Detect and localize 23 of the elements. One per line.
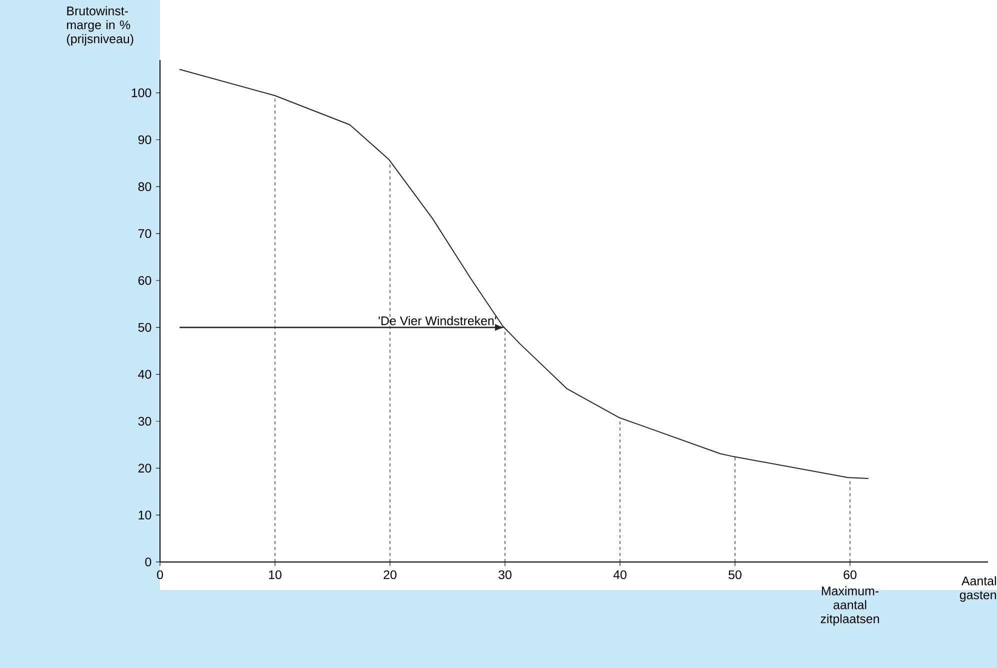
y-axis-title: Brutowinst- marge in % (prijsniveau) bbox=[66, 6, 134, 46]
x-axis-title: Aantal gasten bbox=[960, 576, 996, 602]
y-tick-label: 20 bbox=[138, 464, 152, 473]
x-tick-label: 50 bbox=[728, 570, 742, 580]
y-tick-label: 40 bbox=[138, 370, 152, 379]
x-tick-label: 40 bbox=[613, 570, 626, 580]
y-tick-label: 30 bbox=[138, 416, 152, 426]
y-tick-label: 80 bbox=[138, 182, 152, 192]
annotation: 'De Vier Windstreken' bbox=[378, 316, 496, 326]
y-tick-label: 0 bbox=[145, 558, 152, 566]
x-tick-label: 20 bbox=[384, 570, 396, 580]
x-tick-label: 10 bbox=[269, 570, 282, 580]
line-series bbox=[179, 68, 869, 479]
x-tick-label: 60 bbox=[844, 570, 856, 580]
y-tick-label: 50 bbox=[138, 323, 152, 332]
y-tick-label: 70 bbox=[138, 229, 152, 238]
y-tick-label: 100 bbox=[132, 88, 152, 98]
y-tick-label: 10 bbox=[138, 510, 152, 520]
x-tick-label: 0 bbox=[157, 570, 163, 580]
y-tick-label: 60 bbox=[138, 276, 152, 285]
y-tick-label: 90 bbox=[138, 135, 152, 144]
x-tick-label: 30 bbox=[498, 570, 512, 580]
annotation: Maximum- aantal zitplaatsen bbox=[820, 586, 879, 626]
